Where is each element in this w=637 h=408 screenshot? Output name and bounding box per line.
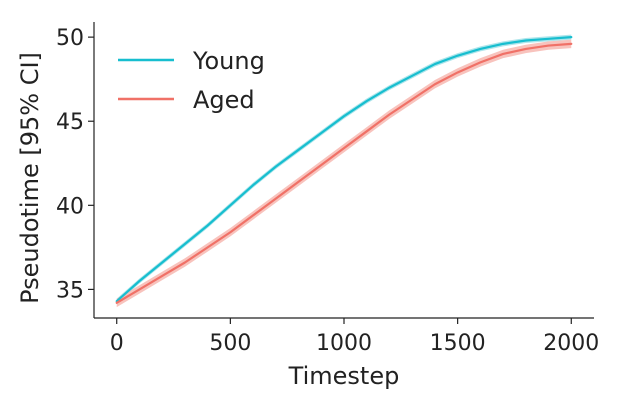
x-axis-label: Timestep [288,362,400,390]
y-ticks: 35 40 45 50 [56,26,94,303]
y-tick-label: 40 [56,194,84,219]
y-tick-label: 35 [56,278,84,303]
series-line-aged [115,42,573,304]
y-tick-label: 50 [56,26,84,51]
x-tick-label: 2000 [543,331,599,356]
series-lines [115,36,573,304]
legend-label-young: Young [192,47,265,75]
y-tick-label: 45 [56,110,84,135]
x-ticks: 0 500 1000 1500 2000 [110,318,599,356]
ci-band-aged [116,39,572,308]
x-tick-label: 0 [110,331,124,356]
x-tick-label: 1500 [430,331,486,356]
y-axis-label: Pseudotime [95% CI] [16,52,44,304]
confidence-bands [116,34,572,308]
legend: Young Aged [118,47,265,114]
series-line-young [115,36,573,303]
legend-label-aged: Aged [193,86,255,114]
x-tick-label: 500 [209,331,251,356]
x-tick-label: 1000 [316,331,372,356]
